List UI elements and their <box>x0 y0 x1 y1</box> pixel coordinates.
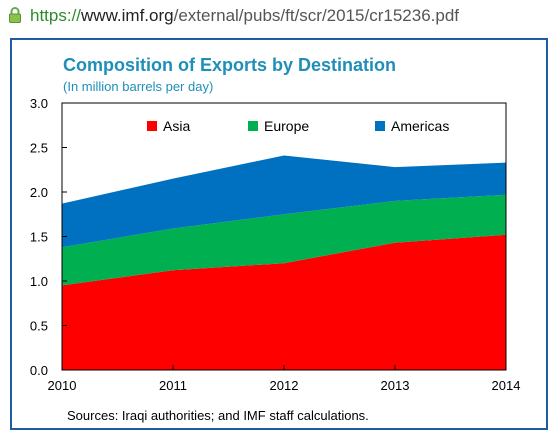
address-bar[interactable]: https://www.imf.org/external/pubs/ft/scr… <box>0 0 554 32</box>
chart-title: Composition of Exports by Destination <box>63 55 396 75</box>
y-tick-label: 1.5 <box>30 230 48 245</box>
legend-label-asia: Asia <box>163 118 190 134</box>
legend-swatch-americas <box>375 121 385 131</box>
y-tick-label: 2.0 <box>30 185 48 200</box>
legend-swatch-asia <box>147 121 157 131</box>
x-tick-label: 2012 <box>270 378 299 393</box>
url-text[interactable]: https://www.imf.org/external/pubs/ft/scr… <box>30 6 459 26</box>
chart-subtitle: (In million barrels per day) <box>63 79 213 94</box>
legend-label-europe: Europe <box>264 118 309 134</box>
plot-area: 0.0 0.5 1.0 1.5 2.0 2.5 3.0 2010 2011 2012 2013 201… <box>30 96 521 393</box>
url-path: /external/pubs/ft/scr/2015/cr15236.pdf <box>173 6 460 25</box>
x-tick-label: 2014 <box>492 378 521 393</box>
lock-icon <box>9 7 21 23</box>
y-tick-label: 1.0 <box>30 274 48 289</box>
y-tick-label: 0.5 <box>30 319 48 334</box>
chart-source: Sources: Iraqi authorities; and IMF staf… <box>67 408 369 423</box>
x-tick-label: 2013 <box>381 378 410 393</box>
legend-swatch-europe <box>248 121 258 131</box>
area-series-asia <box>62 234 506 370</box>
x-tick-label: 2011 <box>159 378 187 393</box>
url-domain: www.imf.org <box>81 6 174 25</box>
y-tick-label: 3.0 <box>30 96 48 111</box>
chart-frame: Composition of Exports by Destination (I… <box>10 38 548 430</box>
chart: Composition of Exports by Destination (I… <box>30 55 521 423</box>
y-tick-label: 0.0 <box>30 363 48 378</box>
area-series-europe <box>62 194 506 286</box>
y-tick-label: 2.5 <box>30 141 48 156</box>
x-tick-label: 2010 <box>48 378 77 393</box>
url-protocol: https:// <box>30 6 82 25</box>
legend-label-americas: Americas <box>391 118 449 134</box>
area-series-americas <box>62 155 506 248</box>
